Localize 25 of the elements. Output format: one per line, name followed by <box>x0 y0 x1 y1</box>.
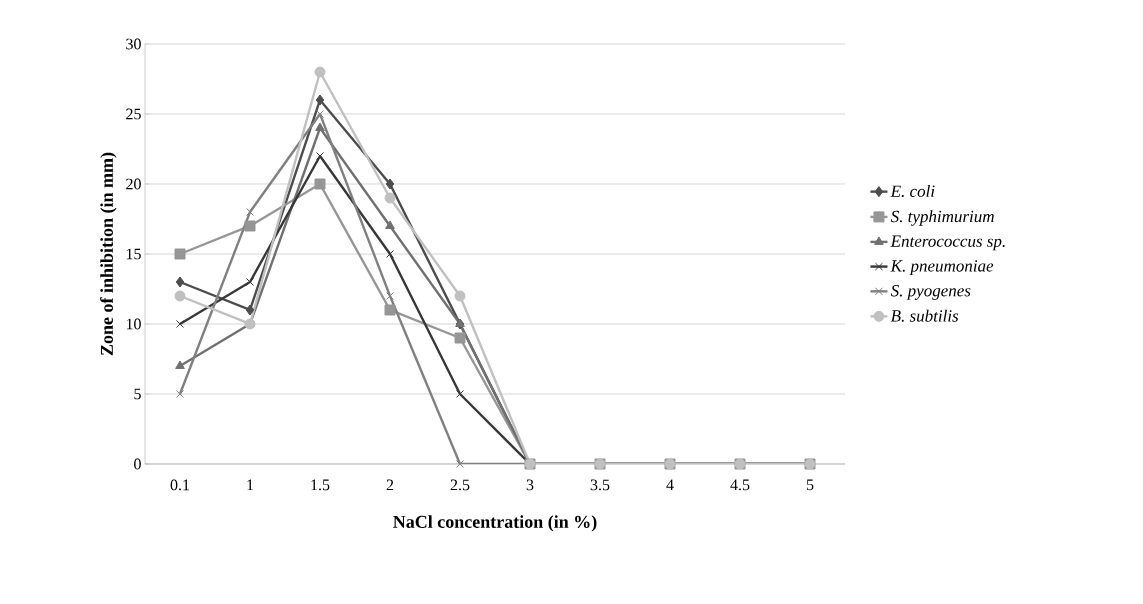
y-tick-label: 20 <box>126 178 141 190</box>
x-tick-label: 1.5 <box>311 479 330 491</box>
y-tick-label: 5 <box>134 388 141 400</box>
x-tick-label: 4 <box>666 479 674 491</box>
y-tick-label: 25 <box>126 108 141 120</box>
x-tick-label: 0.1 <box>170 479 190 491</box>
x-tick-label: 2 <box>386 479 394 491</box>
x-tick-label: 3 <box>526 479 534 491</box>
x-tick-label: 3.5 <box>590 479 610 491</box>
x-tick-label: 4.5 <box>730 479 750 491</box>
legend-label: B. subtilis <box>890 309 959 322</box>
legend-label: E. coli <box>890 184 935 198</box>
legend-label: Enterococcus sp. <box>890 235 1005 251</box>
x-tick-label: 2.5 <box>450 479 470 491</box>
x-tick-label: 1 <box>247 479 254 491</box>
y-tick-label: 15 <box>126 248 141 260</box>
legend-label: K. pneumoniae <box>890 260 994 276</box>
y-axis-title: Zone of inhibition (in mm) <box>100 152 117 356</box>
legend-label: S. typhimurium <box>890 210 994 226</box>
y-tick-label: 30 <box>126 38 141 50</box>
legend-label: S. pyogenes <box>890 284 971 300</box>
y-tick-label: 10 <box>126 318 141 330</box>
x-axis-title: NaCl concentration (in %) <box>393 515 597 532</box>
x-tick-label: 5 <box>806 479 814 491</box>
y-tick-label: 0 <box>134 458 141 470</box>
